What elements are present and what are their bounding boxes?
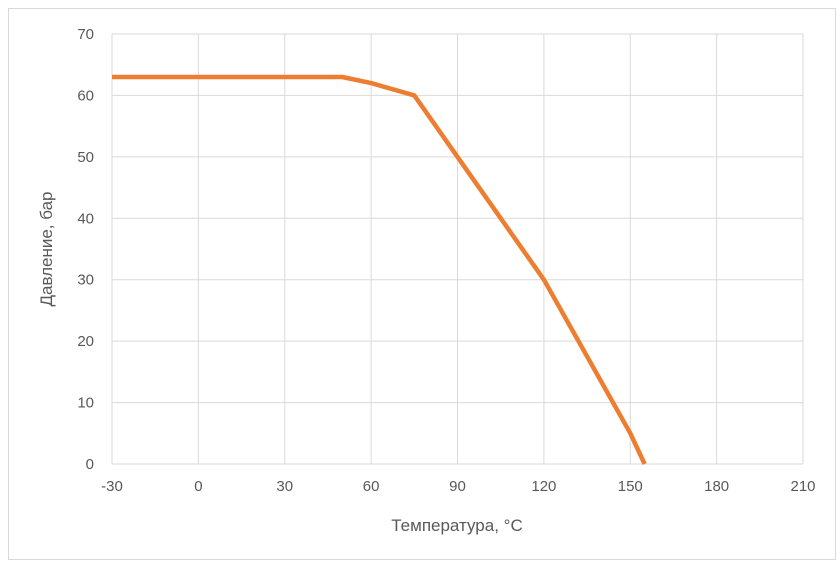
series-line (112, 74, 647, 465)
x-tick-label: 120 (531, 478, 556, 495)
x-tick-label: 90 (449, 478, 466, 495)
gridlines (111, 33, 804, 465)
x-tick-label: 150 (618, 478, 643, 495)
y-axis-ticks: 0 10 20 30 40 50 60 70 (77, 26, 94, 473)
x-axis-title: Температура, °C (391, 516, 522, 535)
x-tick-label: -30 (101, 478, 123, 495)
y-tick-label: 70 (77, 26, 94, 43)
x-tick-label: 30 (276, 478, 293, 495)
x-axis-ticks: -30 0 30 60 90 120 150 180 210 (101, 478, 815, 495)
x-tick-label: 210 (790, 478, 815, 495)
y-tick-label: 10 (77, 395, 94, 412)
y-tick-label: 30 (77, 272, 94, 289)
x-tick-label: 60 (363, 478, 380, 495)
y-tick-label: 50 (77, 149, 94, 166)
y-tick-label: 0 (86, 456, 94, 473)
y-tick-label: 40 (77, 210, 94, 227)
y-axis-title: Давление, бар (37, 191, 56, 306)
chart-frame (8, 8, 836, 560)
y-tick-label: 20 (77, 333, 94, 350)
y-tick-label: 60 (77, 87, 94, 104)
series-layer (111, 74, 647, 465)
x-tick-label: 0 (194, 478, 202, 495)
x-tick-label: 180 (704, 478, 729, 495)
